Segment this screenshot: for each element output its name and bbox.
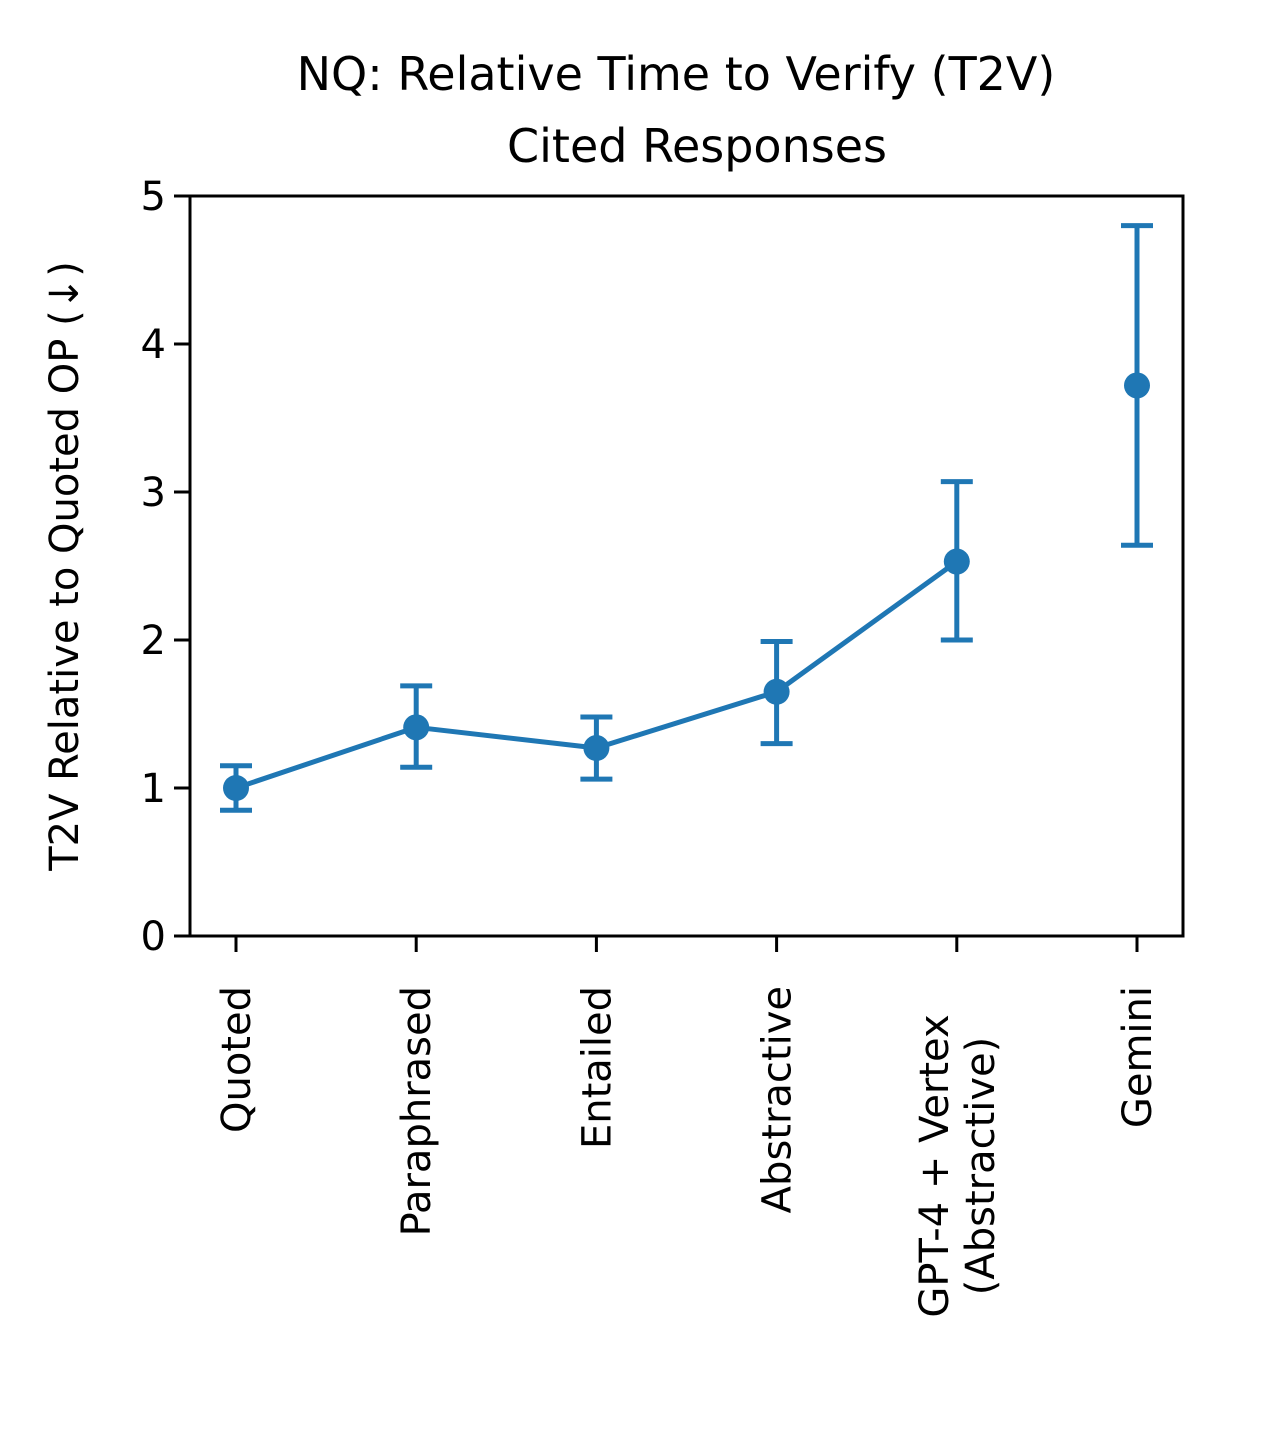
data-point <box>403 714 430 741</box>
y-tick-label: 5 <box>141 174 166 220</box>
chart-title-line-1: NQ: Relative Time to Verify (T2V) <box>297 47 1056 101</box>
y-tick-label: 0 <box>141 914 166 960</box>
plot-frame <box>188 194 1185 938</box>
data-point <box>943 548 970 575</box>
chart-title-line-2: Cited Responses <box>507 119 887 173</box>
x-axis: Quoted Paraphrased Entailed Abstractive GPT-… <box>214 936 1161 1318</box>
x-tick-label: Quoted <box>214 986 260 1133</box>
y-tick-label: 2 <box>141 618 166 664</box>
data-point <box>1124 372 1150 399</box>
chart-title: NQ: Relative Time to Verify (T2V) Cited … <box>297 47 1056 173</box>
y-tick-label: 4 <box>141 322 166 368</box>
data-point <box>583 735 610 762</box>
x-tick-label: (Abstractive) <box>958 1037 1004 1296</box>
data-point <box>223 775 249 801</box>
plot-area <box>220 223 1153 813</box>
y-axis-label: T2V Relative to Quoted OP (↓) <box>42 261 88 872</box>
x-tick-label: Abstractive <box>755 986 801 1213</box>
data-point <box>763 678 790 705</box>
x-tick-label: Paraphrased <box>394 986 440 1236</box>
y-axis: 0 1 2 3 4 5 <box>141 174 190 960</box>
x-tick-label: GPT-4 + Vertex <box>912 1014 958 1317</box>
x-tick-label: Entailed <box>574 986 620 1149</box>
x-tick-label: Gemini <box>1115 986 1161 1128</box>
y-tick-label: 3 <box>141 470 166 516</box>
y-tick-label: 1 <box>141 766 166 812</box>
